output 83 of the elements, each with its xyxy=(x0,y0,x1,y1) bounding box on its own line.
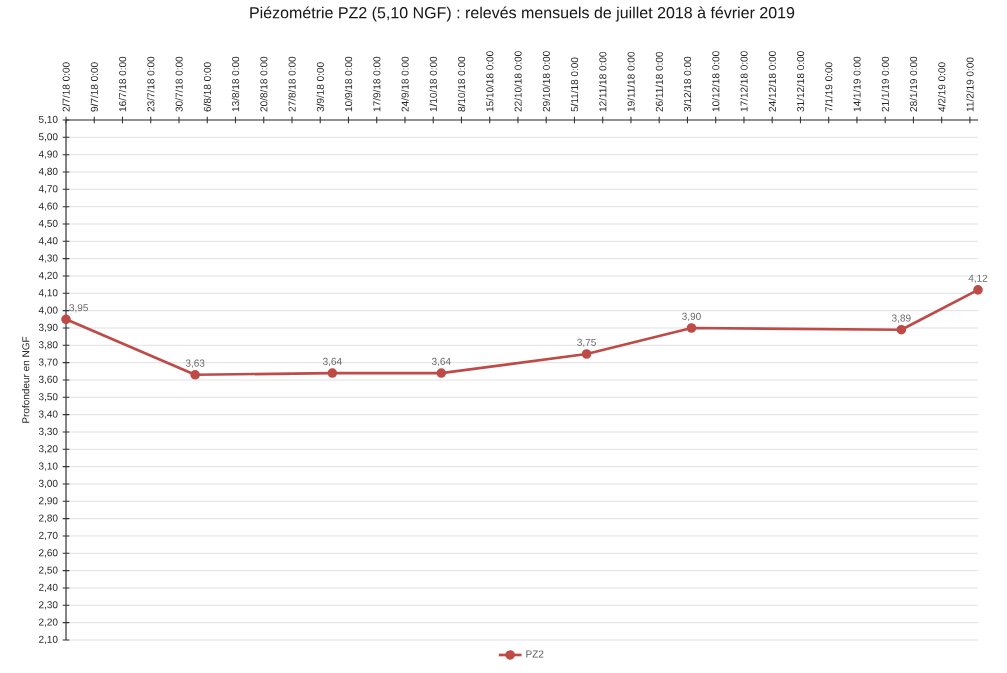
x-tick-label: 23/7/18 0:00 xyxy=(147,56,155,112)
y-tick-label: 4,20 xyxy=(38,271,58,281)
y-tick-label: 2,40 xyxy=(39,583,58,593)
x-tick-label: 17/9/18 0:00 xyxy=(373,56,381,112)
y-tick-label: 4,70 xyxy=(38,185,58,194)
data-label: 4,12 xyxy=(968,274,988,283)
y-tick-label: 2,90 xyxy=(39,497,58,506)
x-tick-label: 22/10/18 0:00 xyxy=(514,51,522,112)
y-tick-label: 3,40 xyxy=(38,410,58,419)
legend-label: PZ2 xyxy=(526,650,544,658)
x-tick-label: 10/12/18 0:00 xyxy=(712,51,720,112)
y-tick-label: 4,40 xyxy=(38,237,58,246)
point xyxy=(436,368,447,378)
chart-title: Piézométrie PZ2 (5,10 NGF) : relevés mensuels de juillet 2018 à février 2019 xyxy=(250,6,795,22)
y-tick-label: 2,10 xyxy=(39,635,58,645)
x-tick-label: 4/2/19 0:00 xyxy=(938,62,946,112)
x-tick-label: 24/9/18 0:00 xyxy=(401,56,409,112)
y-tick-label: 4,30 xyxy=(38,254,58,263)
x-tick-label: 21/1/19 0:00 xyxy=(881,56,889,112)
y-tick-label: 2,60 xyxy=(39,549,58,558)
point xyxy=(686,323,697,333)
x-tick-label: 14/1/19 0:00 xyxy=(853,56,861,112)
y-tick-label: 4,60 xyxy=(38,202,58,211)
x-tick-label: 31/12/18 0:00 xyxy=(796,51,805,112)
y-tick-label: 3,00 xyxy=(38,479,58,489)
y-axis-title: Profondeur en NGF xyxy=(22,336,30,423)
y-tick-label: 3,60 xyxy=(38,375,58,385)
data-label: 3,89 xyxy=(891,314,911,323)
data-label: 3,75 xyxy=(577,338,596,348)
x-tick-label: 12/11/18 0:00 xyxy=(599,51,607,112)
x-tick-label: 3/12/18 0:00 xyxy=(683,56,692,112)
point xyxy=(973,285,983,295)
point xyxy=(190,369,200,380)
y-tick-label: 3,10 xyxy=(38,462,58,471)
x-tick-label: 6/8/18 0:00 xyxy=(203,62,211,112)
y-tick-label: 2,50 xyxy=(39,566,58,575)
x-tick-label: 20/8/18 0:00 xyxy=(260,56,268,112)
data-label: 3,90 xyxy=(682,312,701,322)
y-tick-label: 3,20 xyxy=(38,445,58,454)
y-tick-label: 4,00 xyxy=(38,306,58,315)
y-tick-label: 2,30 xyxy=(39,601,58,610)
x-tick-label: 30/7/18 0:00 xyxy=(175,56,183,112)
x-tick-label: 11/2/19 0:00 xyxy=(966,57,974,112)
y-tick-label: 2,80 xyxy=(39,514,58,523)
x-tick-label: 9/7/18 0:00 xyxy=(90,62,98,112)
y-tick-label: 3,50 xyxy=(38,393,58,402)
x-tick-label: 16/7/18 0:00 xyxy=(118,56,127,112)
y-tick-label: 5,10 xyxy=(38,115,58,125)
y-tick-label: 4,90 xyxy=(38,150,58,159)
point xyxy=(327,368,338,378)
point xyxy=(581,349,592,359)
x-tick-label: 2/7/18 0:00 xyxy=(62,62,70,112)
y-tick-label: 3,90 xyxy=(38,323,58,333)
x-tick-label: 7/1/19 0:00 xyxy=(825,62,833,112)
y-tick-label: 4,50 xyxy=(38,219,58,229)
x-tick-label: 27/8/18 0:00 xyxy=(288,56,296,112)
x-tick-label: 8/10/18 0:00 xyxy=(457,56,466,112)
data-label: 3,95 xyxy=(69,304,88,313)
y-tick-label: 5,00 xyxy=(38,133,58,142)
x-tick-label: 19/11/18 0:00 xyxy=(627,51,635,112)
point xyxy=(896,324,907,335)
y-tick-label: 3,70 xyxy=(38,358,58,367)
x-tick-label: 10/9/18 0:00 xyxy=(344,56,353,112)
y-tick-label: 3,30 xyxy=(38,427,58,437)
point xyxy=(61,314,71,325)
y-tick-label: 4,80 xyxy=(38,167,58,177)
data-label: 3,64 xyxy=(322,357,342,367)
x-tick-label: 5/11/18 0:00 xyxy=(570,57,579,112)
x-tick-label: 17/12/18 0:00 xyxy=(740,51,748,112)
y-tick-label: 2,70 xyxy=(39,531,58,541)
x-tick-label: 3/9/18 0:00 xyxy=(316,62,324,112)
x-tick-label: 1/10/18 0:00 xyxy=(429,56,437,112)
y-tick-label: 2,20 xyxy=(39,618,58,627)
x-tick-label: 13/8/18 0:00 xyxy=(231,56,240,112)
x-tick-label: 28/1/19 0:00 xyxy=(909,56,918,112)
x-tick-label: 24/12/18 0:00 xyxy=(768,51,776,112)
x-tick-label: 26/11/18 0:00 xyxy=(655,51,663,112)
data-label: 3,64 xyxy=(431,357,451,367)
y-tick-label: 4,10 xyxy=(38,289,58,298)
data-label: 3,63 xyxy=(185,359,205,368)
x-tick-label: 15/10/18 0:00 xyxy=(486,51,494,112)
y-tick-label: 3,80 xyxy=(38,341,58,350)
x-tick-label: 29/10/18 0:00 xyxy=(542,51,550,112)
